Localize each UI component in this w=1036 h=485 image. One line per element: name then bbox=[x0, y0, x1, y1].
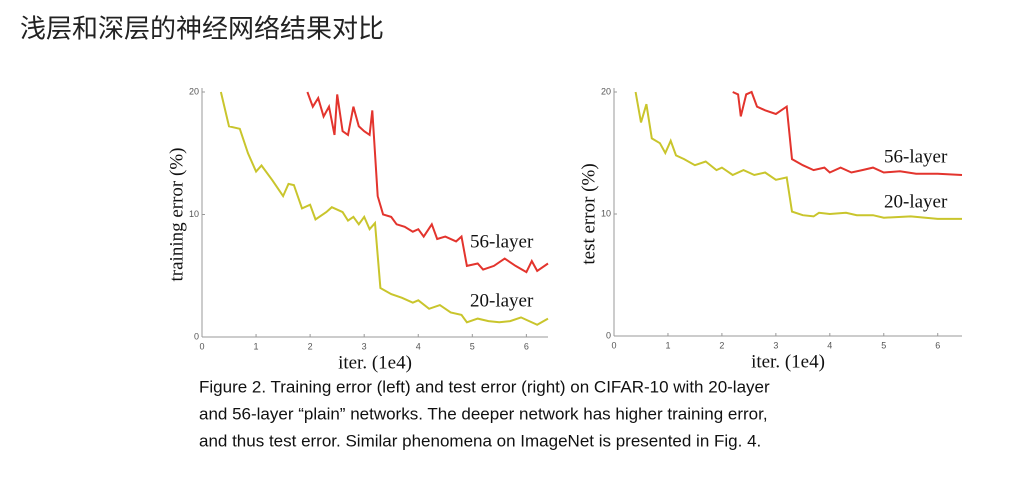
x-axis-label: iter. (1e4) bbox=[751, 351, 825, 372]
x-tick-label: 6 bbox=[524, 341, 529, 351]
line-series bbox=[732, 90, 963, 176]
y-tick-label: 20 bbox=[601, 86, 611, 96]
x-tick-label: 5 bbox=[470, 341, 475, 351]
y-tick-label: 10 bbox=[601, 208, 611, 218]
caption-line: and 56-layer “plain” networks. The deepe… bbox=[199, 404, 768, 423]
y-tick-label: 0 bbox=[194, 331, 199, 341]
x-tick-label: 2 bbox=[308, 341, 313, 351]
series-label: 56-layer bbox=[470, 231, 534, 252]
y-axis-label: test error (%) bbox=[578, 163, 599, 264]
caption-line: Figure 2. Training error (left) and test… bbox=[199, 377, 770, 396]
line-series bbox=[219, 91, 549, 326]
x-tick-label: 4 bbox=[416, 341, 421, 351]
y-tick-label: 20 bbox=[189, 86, 199, 96]
x-tick-label: 0 bbox=[199, 341, 204, 351]
series-label: 56-layer bbox=[884, 146, 948, 167]
slide-title: 浅层和深层的神经网络结果对比 bbox=[20, 15, 384, 45]
y-tick-label: 10 bbox=[189, 209, 199, 219]
x-tick-label: 2 bbox=[719, 340, 724, 350]
x-tick-label: 5 bbox=[881, 340, 886, 350]
y-axis-label: training error (%) bbox=[166, 148, 187, 282]
x-tick-label: 1 bbox=[665, 340, 670, 350]
line-series bbox=[306, 91, 549, 274]
x-axis-label: iter. (1e4) bbox=[338, 352, 412, 373]
y-tick-label: 0 bbox=[606, 330, 611, 340]
series-label: 20-layer bbox=[884, 191, 948, 212]
x-tick-label: 3 bbox=[362, 341, 367, 351]
series-label: 20-layer bbox=[470, 290, 534, 311]
x-tick-label: 1 bbox=[254, 341, 259, 351]
line-series bbox=[634, 91, 962, 220]
x-tick-label: 4 bbox=[827, 340, 832, 350]
x-tick-label: 3 bbox=[773, 340, 778, 350]
x-tick-label: 0 bbox=[611, 340, 616, 350]
caption-line: and thus test error. Similar phenomena o… bbox=[199, 431, 761, 450]
x-tick-label: 6 bbox=[935, 340, 940, 350]
